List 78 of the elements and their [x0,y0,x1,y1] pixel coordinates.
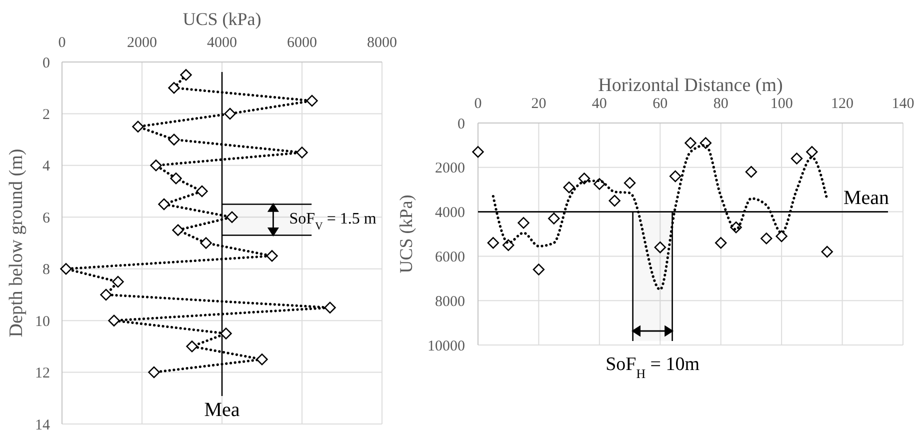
point [715,237,727,249]
y-axis-title: UCS (kPa) [396,194,416,274]
x-axis-title: Horizontal Distance (m) [598,75,783,96]
x-tick-label: 0 [58,35,66,51]
point [224,108,236,120]
x-tick-label: 120 [831,96,854,112]
point [168,134,180,146]
y-tick-label: 8 [42,262,50,278]
point [790,152,803,164]
point [108,314,120,326]
point [608,194,620,207]
x-tick-label: 0 [474,96,482,112]
point [296,146,308,158]
point [220,328,232,340]
x-tick-label: 40 [592,96,607,112]
point [472,146,484,158]
ref-line-label: Mea [204,399,240,421]
x-tick-label: 2000 [127,35,157,51]
point [226,211,238,223]
y-axis-title: Depth below ground (m) [6,148,27,338]
y-tick-label: 0 [458,116,465,132]
point [776,230,788,242]
point [256,354,268,366]
point [172,224,184,236]
point [100,288,112,301]
x-tick-label: 20 [531,96,546,112]
point [150,160,162,172]
point [487,237,500,249]
y-tick-label: 0 [42,55,50,72]
y-tick-label: 4 [42,158,50,175]
point [112,276,124,288]
point [168,82,180,94]
point [324,302,336,314]
point [745,166,758,178]
point [266,250,278,262]
y-tick-label: 14 [35,417,50,434]
ref-line-label: Mean [843,186,889,209]
point [760,232,772,244]
y-tick-label: 2 [42,106,50,123]
point [148,366,160,378]
point [196,185,208,198]
point [132,120,144,132]
point [158,198,170,210]
point [518,217,530,229]
y-tick-label: 2000 [435,160,465,177]
point [578,172,590,184]
x-tick-label: 8000 [367,35,397,51]
x-tick-label: 80 [713,96,728,112]
band-label: SoF$_{V}$ = 1.5 m [289,210,377,233]
y-tick-label: 8000 [435,294,465,310]
y-tick-label: 12 [35,366,50,382]
y-tick-label: 10 [35,314,50,330]
x-tick-label: 140 [892,96,914,112]
point [654,241,666,254]
point [532,264,545,276]
legend-label: SoF$_{H}$ = 10m [606,354,700,380]
x-tick-label: 100 [770,96,793,112]
point [624,177,636,189]
point [806,146,818,158]
point [186,340,198,352]
point [200,237,212,249]
y-tick-label: 4000 [435,205,465,222]
point [170,172,182,184]
point [684,137,696,149]
x-tick-label: 4000 [207,35,237,51]
point [669,170,682,182]
y-tick-label: 6000 [435,249,465,266]
point [306,94,318,107]
x-axis-title: UCS (kPa) [182,9,262,29]
point [548,212,560,224]
point [563,182,575,194]
point [180,69,192,81]
y-tick-label: 10000 [428,338,465,354]
x-tick-label: 60 [652,96,668,112]
y-tick-label: 6 [42,210,50,226]
x-tick-label: 6000 [287,35,317,51]
point [821,246,833,258]
point [60,263,72,275]
